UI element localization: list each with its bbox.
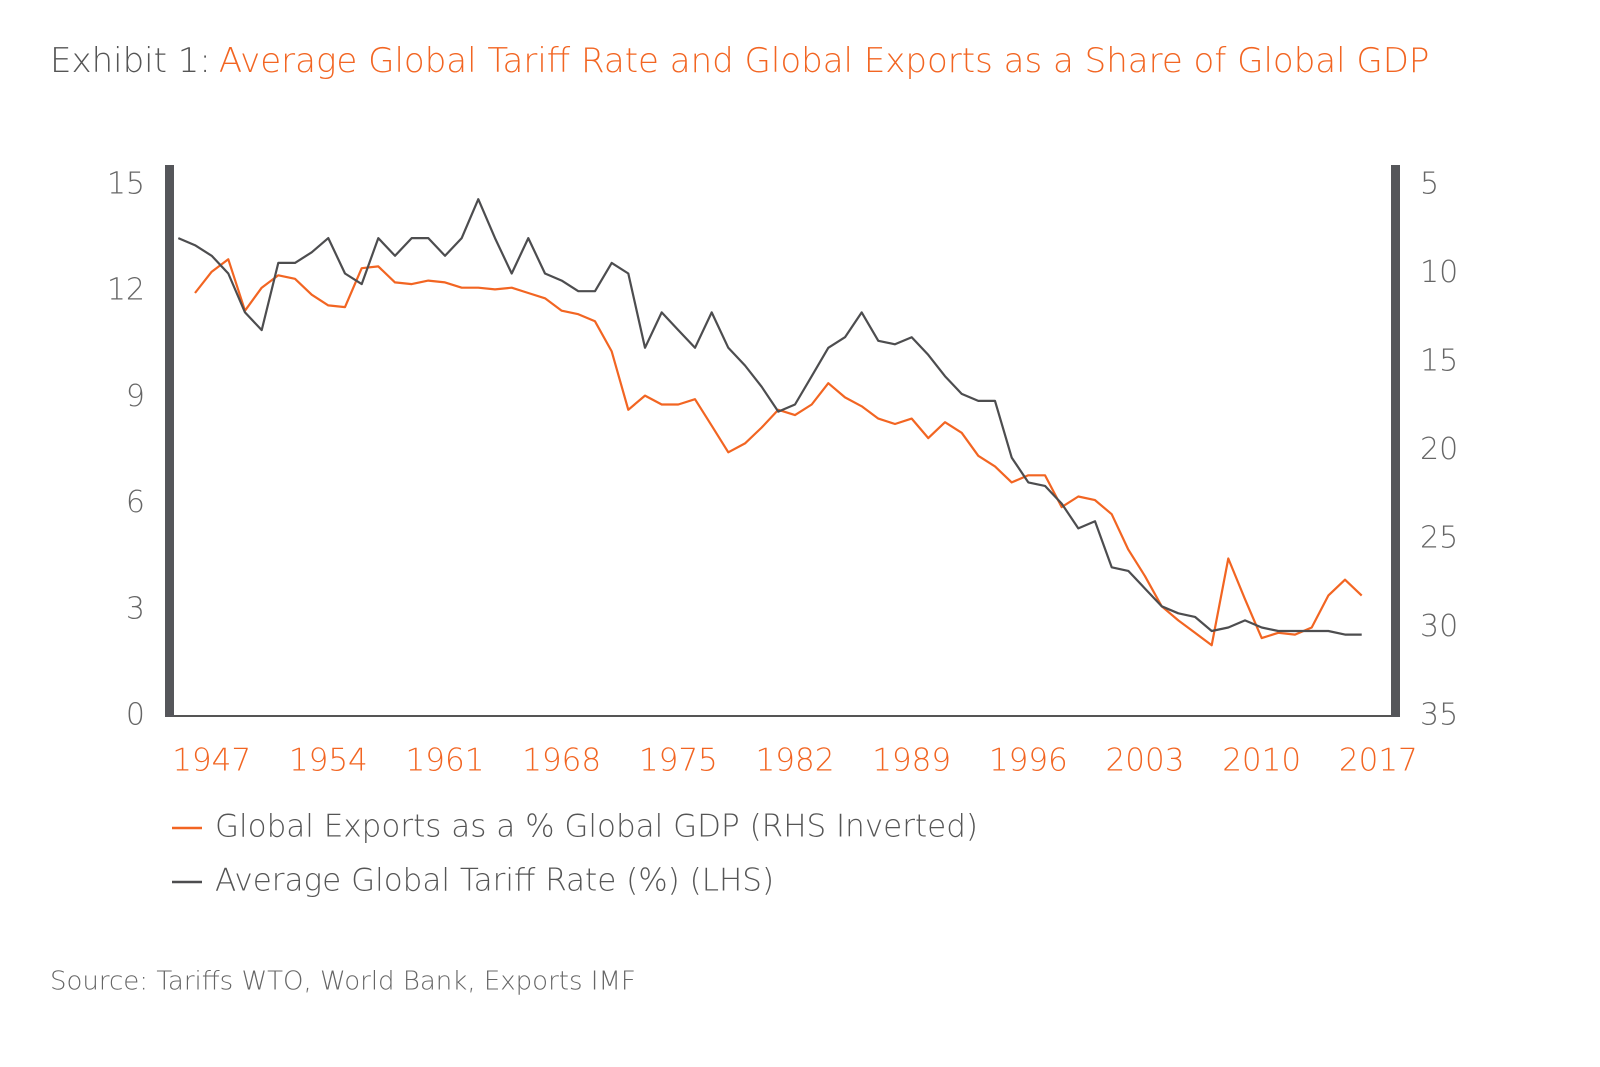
x-tick-label: 1968 xyxy=(522,743,601,779)
x-tick-label: 1982 xyxy=(756,743,835,779)
series-line xyxy=(177,198,1362,636)
x-tick-label: 1975 xyxy=(639,743,718,779)
y2-tick-label: 30 xyxy=(1420,609,1458,644)
y-tick-label: 15 xyxy=(107,167,145,202)
x-tick-label: 2017 xyxy=(1339,743,1418,779)
x-tick-label: 2010 xyxy=(1222,743,1301,779)
y2-tick-label: 20 xyxy=(1420,432,1458,467)
y2-tick-label: 25 xyxy=(1420,521,1458,556)
y-tick-label: 9 xyxy=(126,379,145,414)
right-axis-bar xyxy=(1391,165,1400,717)
x-tick-label: 1989 xyxy=(872,743,951,779)
x-tick-label: 1996 xyxy=(989,743,1068,779)
x-tick-label: 1947 xyxy=(172,743,251,779)
y2-tick-label: 35 xyxy=(1420,698,1458,733)
y-tick-label: 0 xyxy=(126,698,145,733)
x-tick-label: 2003 xyxy=(1106,743,1185,779)
source: Source: Tariffs WTO, World Bank, Exports… xyxy=(50,967,636,997)
y2-tick-label: 10 xyxy=(1420,255,1458,290)
x-tick-label: 1961 xyxy=(406,743,485,779)
legend-label: Average Global Tariff Rate (%) (LHS) xyxy=(215,863,774,899)
series-line xyxy=(194,258,1363,647)
legend-label: Global Exports as a % Global GDP (RHS In… xyxy=(215,809,978,845)
title-label: Exhibit 1: xyxy=(50,41,211,81)
y-tick-label: 3 xyxy=(126,591,145,626)
y2-tick-label: 15 xyxy=(1420,344,1458,379)
left-axis-bar xyxy=(165,165,174,717)
x-tick-label: 1954 xyxy=(289,743,368,779)
y2-tick-label: 5 xyxy=(1420,167,1439,202)
y-tick-label: 6 xyxy=(126,485,145,520)
title-text: Average Global Tariff Rate and Global Ex… xyxy=(219,41,1430,81)
chart-title: Exhibit 1: Average Global Tariff Rate and… xyxy=(50,41,1429,81)
y-tick-label: 12 xyxy=(107,273,145,308)
